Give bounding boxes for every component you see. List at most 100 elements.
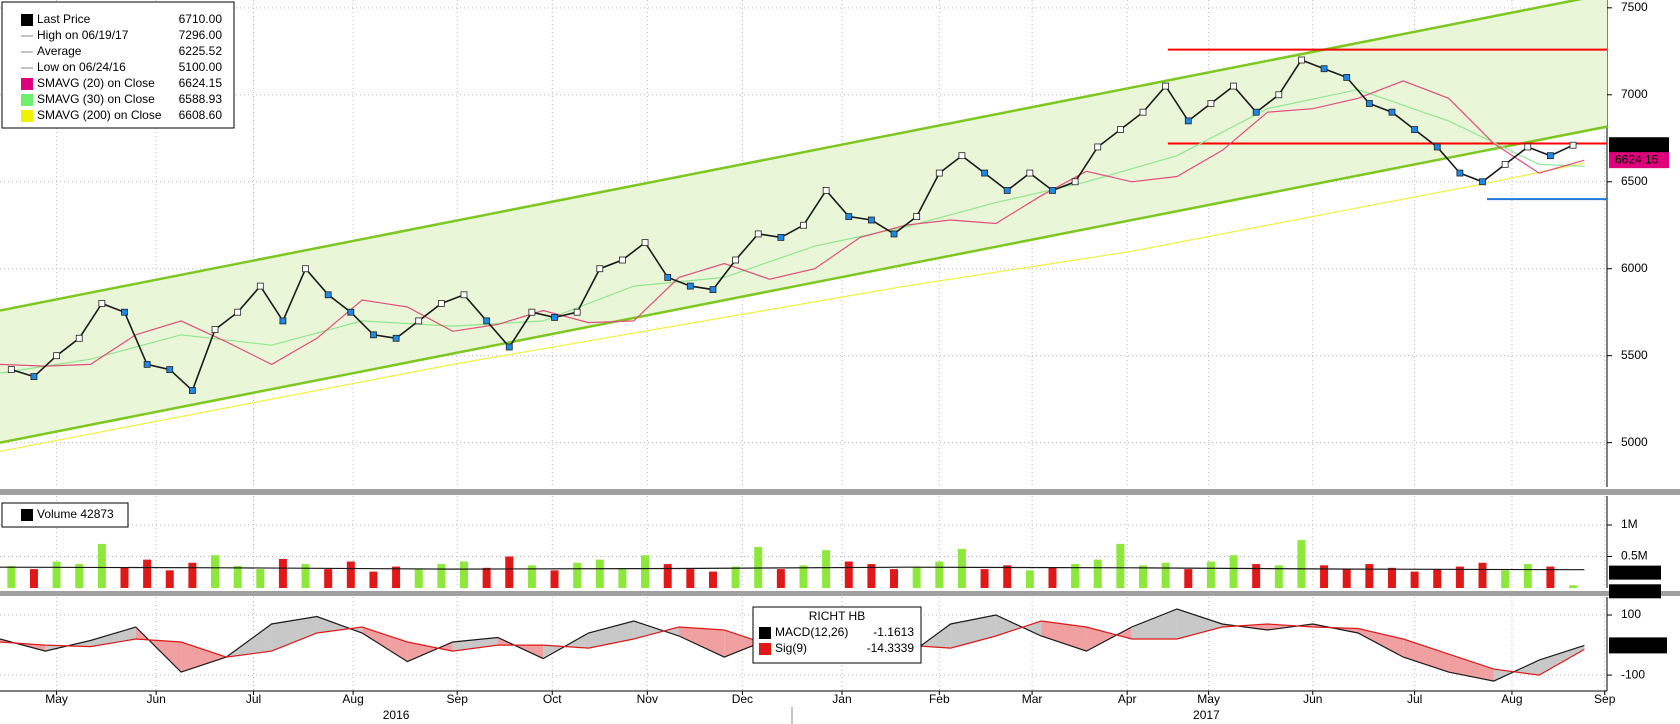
x-tick-label: Jul	[1407, 692, 1422, 706]
volume-average	[0, 566, 1585, 571]
close-marker	[234, 308, 242, 316]
channel-line	[0, 125, 1608, 444]
close-marker	[7, 366, 15, 373]
volume-bar	[143, 559, 152, 588]
close-marker	[1569, 141, 1577, 149]
volume-bar	[867, 564, 876, 588]
volume-bar	[686, 569, 695, 588]
volume-bar	[663, 564, 672, 588]
legend-value: 6588.93	[179, 92, 223, 106]
volume-bar	[278, 559, 287, 588]
volume-bar	[1071, 564, 1080, 588]
y-tick-label: -100	[1621, 667, 1645, 681]
macd-fill	[90, 627, 136, 647]
volume-bar	[1455, 566, 1464, 588]
volume-bar	[641, 555, 650, 588]
close-marker	[958, 152, 966, 160]
volume-bar	[437, 564, 446, 588]
macd-fill	[724, 630, 770, 658]
volume-bar	[1206, 561, 1215, 588]
close-marker	[75, 334, 83, 342]
macd-fill	[1176, 609, 1223, 640]
legend-label: Last Price	[37, 12, 91, 26]
volume-bar	[980, 569, 989, 588]
close-marker	[1343, 73, 1351, 81]
legend-title: RICHT HB	[809, 609, 865, 623]
close-marker	[822, 187, 830, 194]
volume-bar	[1320, 565, 1329, 588]
legend-swatch	[21, 94, 33, 106]
volume-bar	[256, 569, 265, 588]
volume-bar	[776, 569, 785, 588]
volume-bar	[957, 548, 966, 588]
legend-value: -1.1613	[873, 625, 914, 639]
close-marker	[1003, 187, 1011, 194]
close-marker	[641, 239, 649, 247]
close-marker	[981, 169, 988, 177]
x-tick-label: Dec	[732, 692, 753, 706]
volume-bar	[1139, 565, 1148, 588]
price-line	[0, 162, 1585, 452]
volume-bar	[731, 566, 740, 588]
legend-label: High on 06/19/17	[37, 28, 129, 42]
legend-label: MACD(12,26)	[775, 625, 848, 639]
close-marker	[754, 230, 762, 238]
legend-value: 6624.15	[179, 76, 223, 90]
x-tick-label: Jan	[832, 692, 851, 706]
x-tick-label: Jun	[146, 692, 165, 706]
x-tick-label: Aug	[342, 692, 363, 706]
legend-label: SMAVG (200) on Close	[37, 108, 162, 122]
volume-bar	[527, 565, 536, 588]
legend-swatch	[21, 78, 33, 90]
legend-box	[1, 1, 235, 129]
y-tick-label: 5000	[1621, 435, 1648, 449]
close-marker	[1275, 91, 1283, 99]
y-tick-label: 7000	[1621, 87, 1648, 101]
price-label: 6624.15	[1615, 152, 1659, 166]
x-tick-label: Sep	[447, 692, 469, 706]
close-marker	[1456, 169, 1464, 177]
volume-bar	[935, 561, 944, 588]
close-marker	[1479, 178, 1486, 186]
legend-label: SMAVG (20) on Close	[37, 76, 155, 90]
legend-swatch	[21, 110, 33, 122]
volume-bar	[912, 566, 921, 588]
close-marker	[1207, 100, 1215, 107]
price-label: 6710.00	[1615, 137, 1659, 151]
legend-label: Sig(9)	[775, 641, 807, 655]
volume-bar	[1342, 569, 1351, 588]
macd-label: -1.1613	[1613, 638, 1654, 652]
close-marker	[777, 234, 785, 241]
macd-fill	[1041, 621, 1087, 652]
close-marker	[800, 221, 807, 229]
volume-label-bg	[1609, 565, 1661, 580]
legend-value: 5100.00	[179, 60, 223, 74]
macd-fill	[679, 627, 725, 658]
volume-bar	[1003, 565, 1012, 588]
close-marker	[845, 213, 853, 220]
close-marker	[664, 274, 672, 281]
close-marker	[256, 282, 264, 290]
close-marker	[392, 334, 400, 342]
y-tick-label: 1M	[1621, 517, 1638, 531]
legend-value: 6225.52	[179, 44, 223, 58]
close-marker	[30, 373, 38, 380]
volume-bar	[1274, 565, 1283, 588]
macd-label-bg	[1609, 637, 1667, 654]
close-marker	[324, 291, 332, 299]
macd-fill	[1267, 624, 1313, 631]
close-marker	[1116, 126, 1124, 133]
volume-bar	[1387, 567, 1396, 588]
legend-swatch	[759, 627, 771, 639]
close-marker	[573, 308, 581, 316]
close-marker	[98, 300, 106, 307]
volume-bar	[346, 561, 355, 588]
close-marker	[1071, 178, 1079, 186]
close-marker	[935, 169, 943, 177]
close-marker	[1298, 56, 1305, 64]
x-tick-label: Nov	[637, 692, 658, 706]
close-marker	[1411, 126, 1419, 133]
close-marker	[868, 216, 875, 224]
volume-bar	[369, 571, 378, 588]
